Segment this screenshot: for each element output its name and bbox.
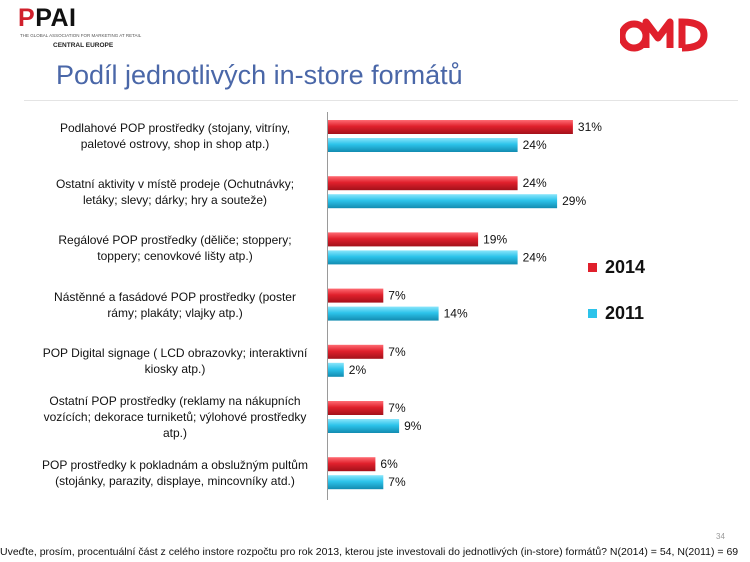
category-label: Podlahové POP prostředky (stojany, vitrí… (30, 120, 320, 152)
category-label-line: Podlahové POP prostředky (stojany, vitrí… (59, 121, 291, 135)
bar-2011 (328, 250, 518, 265)
category-label: Ostatní aktivity v místě prodeje (Ochutn… (30, 176, 320, 208)
bar-2011 (328, 362, 344, 377)
bar-2011 (328, 138, 518, 152)
legend-swatch-2014 (588, 263, 597, 272)
category-label-line: toppery; cenovkové lišty atp.) (97, 249, 253, 264)
legend-swatch-2011 (588, 309, 597, 318)
popai-logo-subtitle: THE GLOBAL ASSOCIATION FOR MARKETING AT … (20, 33, 142, 38)
data-label-2014: 19% (483, 232, 507, 246)
category-label-line: Ostatní POP prostředky (reklamy na nákup… (49, 394, 301, 408)
legend-label-2011: 2011 (605, 303, 645, 323)
bar-2014 (328, 457, 376, 472)
data-label-2011: 29% (562, 194, 586, 208)
data-label-2011: 14% (444, 307, 468, 321)
category-label-line: Ostatní aktivity v místě prodeje (Ochutn… (55, 177, 295, 192)
category-label: Regálové POP prostředky (děliče; stopper… (30, 232, 320, 264)
category-label-line: Regálové POP prostředky (děliče; stopper… (58, 233, 292, 248)
title-divider (24, 100, 738, 101)
bar-2011 (328, 306, 439, 321)
category-label-line: (stojánky, parazity, displaye, mincovník… (55, 474, 295, 489)
category-label: Nástěnné a fasádové POP prostředky (post… (30, 289, 320, 321)
bar-2014 (328, 344, 384, 359)
category-label-line: vozících; dekorace turniketů; výlohové p… (43, 410, 307, 424)
category-axis-line (327, 112, 328, 500)
legend-item-2014: 2014 (588, 257, 645, 278)
category-label-line: atp.) (162, 426, 187, 440)
data-label-2014: 24% (523, 176, 547, 190)
bar-2014 (328, 401, 384, 415)
category-label-line: letáky; slevy; dárky; hry a souteže) (82, 193, 268, 208)
bar-2011 (328, 194, 558, 209)
popai-logo: PPAI THE GLOBAL ASSOCIATION FOR MARKETIN… (18, 4, 141, 50)
legend-label-2014: 2014 (605, 257, 646, 277)
bar-2011 (328, 475, 384, 490)
data-label-2014: 6% (380, 457, 398, 471)
data-label-2011: 2% (349, 363, 367, 377)
category-label-line: rámy; plakáty; vlajky atp.) (107, 305, 243, 320)
page-title: Podíl jednotlivých in-store formátů (56, 60, 463, 90)
category-label-line: paletové ostrovy, shop in shop atp.) (80, 137, 270, 151)
survey-footnote: Uveďte, prosím, procentuální část z celé… (0, 546, 739, 558)
category-label-line: POP prostředky k pokladnám a obslužným p… (42, 458, 308, 473)
data-label-2011: 9% (404, 419, 422, 433)
data-label-2014: 7% (388, 345, 406, 359)
legend-item-2011: 2011 (588, 303, 644, 324)
popai-logo-region: CENTRAL EUROPE (53, 42, 114, 49)
bar-2014 (328, 176, 518, 191)
data-label-2011: 24% (523, 138, 547, 152)
bar-2014 (328, 120, 573, 134)
category-label-line: POP Digital signage ( LCD obrazovky; int… (42, 345, 308, 360)
category-label-line: kiosky atp.) (144, 361, 206, 376)
data-label-2014: 31% (578, 120, 602, 134)
data-label-2011: 7% (388, 475, 406, 489)
category-label: Ostatní POP prostředky (reklamy na nákup… (30, 393, 320, 441)
popai-logo-word: PPAI (18, 4, 77, 32)
data-label-2011: 24% (523, 250, 547, 264)
data-label-2014: 7% (388, 289, 406, 303)
bar-2014 (328, 232, 479, 247)
bar-2014 (328, 288, 384, 303)
category-label: POP prostředky k pokladnám a obslužným p… (30, 457, 320, 489)
category-label-line: Nástěnné a fasádové POP prostředky (post… (54, 289, 296, 304)
data-label-2014: 7% (388, 401, 406, 415)
category-label: POP Digital signage ( LCD obrazovky; int… (30, 345, 320, 377)
bar-2011 (328, 419, 400, 433)
page-number: 34 (716, 532, 725, 541)
omd-logo (620, 18, 708, 52)
